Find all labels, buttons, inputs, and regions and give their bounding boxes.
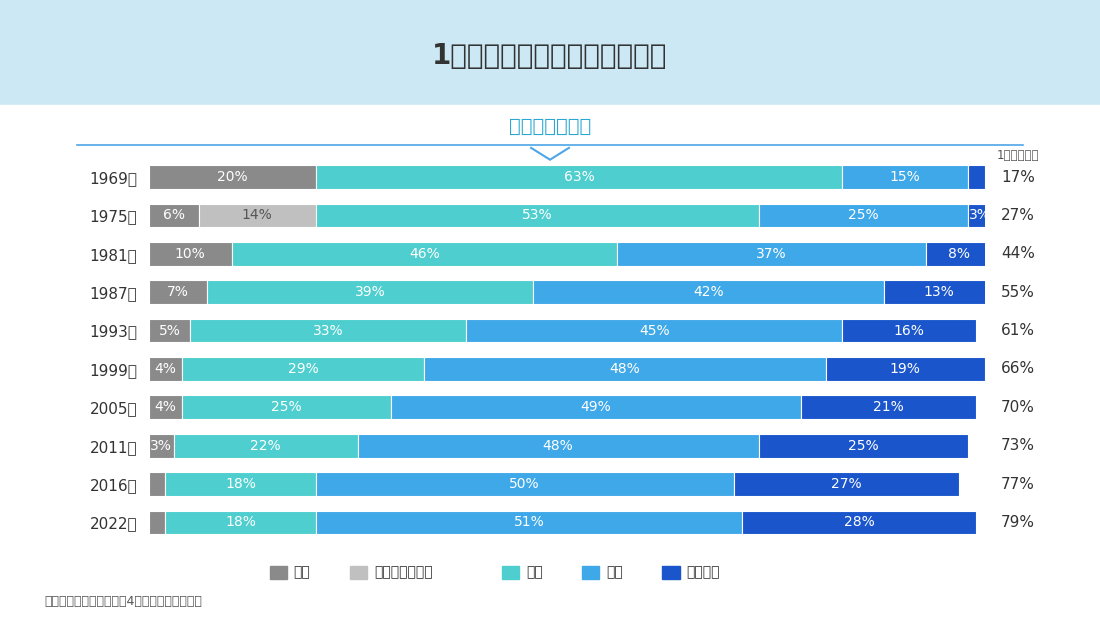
Bar xyxy=(390,396,801,419)
Text: 28%: 28% xyxy=(844,516,875,529)
Bar xyxy=(968,165,984,189)
Bar xyxy=(759,204,968,227)
Text: 毎日みがかない: 毎日みがかない xyxy=(374,566,432,579)
Text: 27%: 27% xyxy=(832,477,862,491)
Bar xyxy=(148,434,174,457)
Text: 8%: 8% xyxy=(948,247,970,261)
Text: 77%: 77% xyxy=(1001,477,1035,491)
Text: 25%: 25% xyxy=(271,400,301,414)
Bar xyxy=(182,396,390,419)
Bar xyxy=(148,511,165,534)
Text: 16%: 16% xyxy=(894,324,925,337)
Text: 45%: 45% xyxy=(639,324,670,337)
Bar xyxy=(148,319,190,342)
Text: 3%: 3% xyxy=(969,209,991,222)
Bar xyxy=(148,357,182,381)
Bar xyxy=(734,472,959,496)
Bar xyxy=(801,396,976,419)
Text: 48%: 48% xyxy=(542,439,573,452)
Text: 44%: 44% xyxy=(1001,246,1035,261)
Text: 4%: 4% xyxy=(154,362,176,376)
Bar xyxy=(199,204,316,227)
Text: 1日２回以上: 1日２回以上 xyxy=(997,149,1040,163)
Text: １回: １回 xyxy=(526,566,542,579)
Bar xyxy=(759,434,968,457)
Text: 42%: 42% xyxy=(693,285,724,299)
Text: 18%: 18% xyxy=(226,477,256,491)
Bar xyxy=(534,280,884,304)
Bar xyxy=(826,357,984,381)
Text: 63%: 63% xyxy=(563,170,594,184)
Bar xyxy=(358,434,759,457)
Bar xyxy=(843,165,968,189)
Text: 70%: 70% xyxy=(1001,400,1035,415)
Text: 66%: 66% xyxy=(1001,361,1035,376)
Bar xyxy=(165,511,316,534)
Text: 17%: 17% xyxy=(1001,170,1035,184)
Text: 27%: 27% xyxy=(1001,208,1035,223)
Text: 48%: 48% xyxy=(609,362,640,376)
Text: 3%: 3% xyxy=(150,439,172,452)
Bar xyxy=(174,434,358,457)
Text: 53%: 53% xyxy=(521,209,552,222)
Bar xyxy=(165,472,316,496)
Bar xyxy=(884,280,993,304)
Bar xyxy=(182,357,425,381)
Text: 6%: 6% xyxy=(163,209,185,222)
Bar xyxy=(148,472,165,496)
Text: 出典：厚生労働省　令和4年歯科疾患実態調査: 出典：厚生労働省 令和4年歯科疾患実態調査 xyxy=(44,595,202,608)
Text: ３回以上: ３回以上 xyxy=(686,566,719,579)
Text: 不詳: 不詳 xyxy=(294,566,310,579)
Text: 55%: 55% xyxy=(1001,285,1035,300)
Bar xyxy=(232,242,617,266)
Text: 50%: 50% xyxy=(509,477,540,491)
Text: 歯をみがく頻度: 歯をみがく頻度 xyxy=(509,118,591,136)
Text: 19%: 19% xyxy=(890,362,921,376)
Text: 18%: 18% xyxy=(226,516,256,529)
Text: 49%: 49% xyxy=(581,400,612,414)
Text: 29%: 29% xyxy=(288,362,319,376)
Bar xyxy=(466,319,843,342)
Bar xyxy=(316,165,843,189)
Text: 15%: 15% xyxy=(890,170,921,184)
Bar xyxy=(148,204,199,227)
Bar xyxy=(190,319,466,342)
Text: 10%: 10% xyxy=(175,247,206,261)
Text: 39%: 39% xyxy=(354,285,385,299)
Bar xyxy=(843,319,976,342)
Bar xyxy=(148,165,316,189)
Text: 25%: 25% xyxy=(848,439,879,452)
Bar xyxy=(148,396,182,419)
Text: 46%: 46% xyxy=(409,247,440,261)
Bar xyxy=(148,242,232,266)
Bar xyxy=(617,242,926,266)
Text: 73%: 73% xyxy=(1001,438,1035,453)
Bar xyxy=(316,511,742,534)
Bar xyxy=(207,280,534,304)
Text: 51%: 51% xyxy=(514,516,544,529)
Text: 5%: 5% xyxy=(158,324,180,337)
Text: ２回: ２回 xyxy=(606,566,623,579)
Text: 14%: 14% xyxy=(242,209,273,222)
Text: 33%: 33% xyxy=(312,324,343,337)
Text: 61%: 61% xyxy=(1001,323,1035,338)
Bar xyxy=(926,242,993,266)
Bar xyxy=(425,357,826,381)
Text: 79%: 79% xyxy=(1001,515,1035,530)
Text: 7%: 7% xyxy=(167,285,189,299)
Text: 13%: 13% xyxy=(923,285,954,299)
Text: 25%: 25% xyxy=(848,209,879,222)
Bar xyxy=(148,280,207,304)
Text: 22%: 22% xyxy=(250,439,280,452)
Bar xyxy=(316,204,759,227)
Bar xyxy=(968,204,993,227)
Text: 20%: 20% xyxy=(217,170,248,184)
Text: 1日あたりの歯みがき回数推移: 1日あたりの歯みがき回数推移 xyxy=(432,41,668,70)
Text: 21%: 21% xyxy=(873,400,904,414)
Text: 37%: 37% xyxy=(756,247,786,261)
Text: 4%: 4% xyxy=(154,400,176,414)
Bar xyxy=(742,511,976,534)
Bar xyxy=(316,472,734,496)
